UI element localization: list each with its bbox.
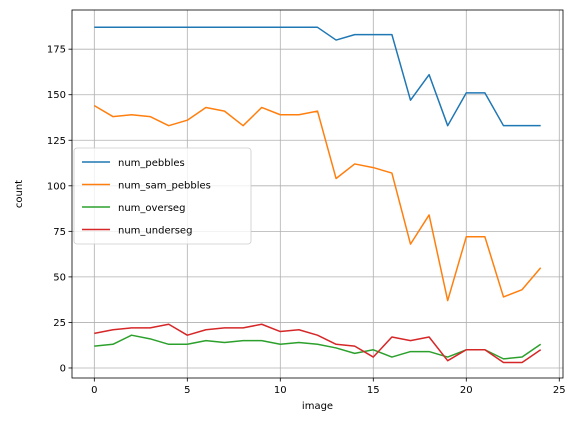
x-tick-label: 25 bbox=[553, 385, 566, 396]
y-tick-label: 25 bbox=[53, 318, 66, 329]
legend-label: num_sam_pebbles bbox=[118, 181, 211, 192]
y-tick-label: 150 bbox=[47, 90, 66, 101]
x-tick-label: 0 bbox=[91, 385, 97, 396]
legend-label: num_underseg bbox=[118, 226, 192, 237]
legend-label: num_pebbles bbox=[118, 158, 185, 169]
legend: num_pebbles num_sam_pebbles num_oversegnum… bbox=[74, 148, 251, 244]
x-axis-label: image bbox=[302, 401, 333, 412]
y-tick-label: 50 bbox=[53, 272, 66, 283]
y-tick-label: 175 bbox=[47, 45, 66, 56]
x-tick-label: 10 bbox=[274, 385, 287, 396]
y-tick-label: 75 bbox=[53, 227, 66, 238]
legend-label: num_overseg bbox=[118, 203, 185, 214]
y-axis-label: count bbox=[14, 180, 25, 208]
y-tick-label: 100 bbox=[47, 181, 66, 192]
x-tick-label: 15 bbox=[367, 385, 380, 396]
y-tick-label: 0 bbox=[60, 363, 66, 374]
x-tick-label: 20 bbox=[460, 385, 473, 396]
x-tick-label: 5 bbox=[184, 385, 190, 396]
y-tick-label: 125 bbox=[47, 136, 66, 147]
